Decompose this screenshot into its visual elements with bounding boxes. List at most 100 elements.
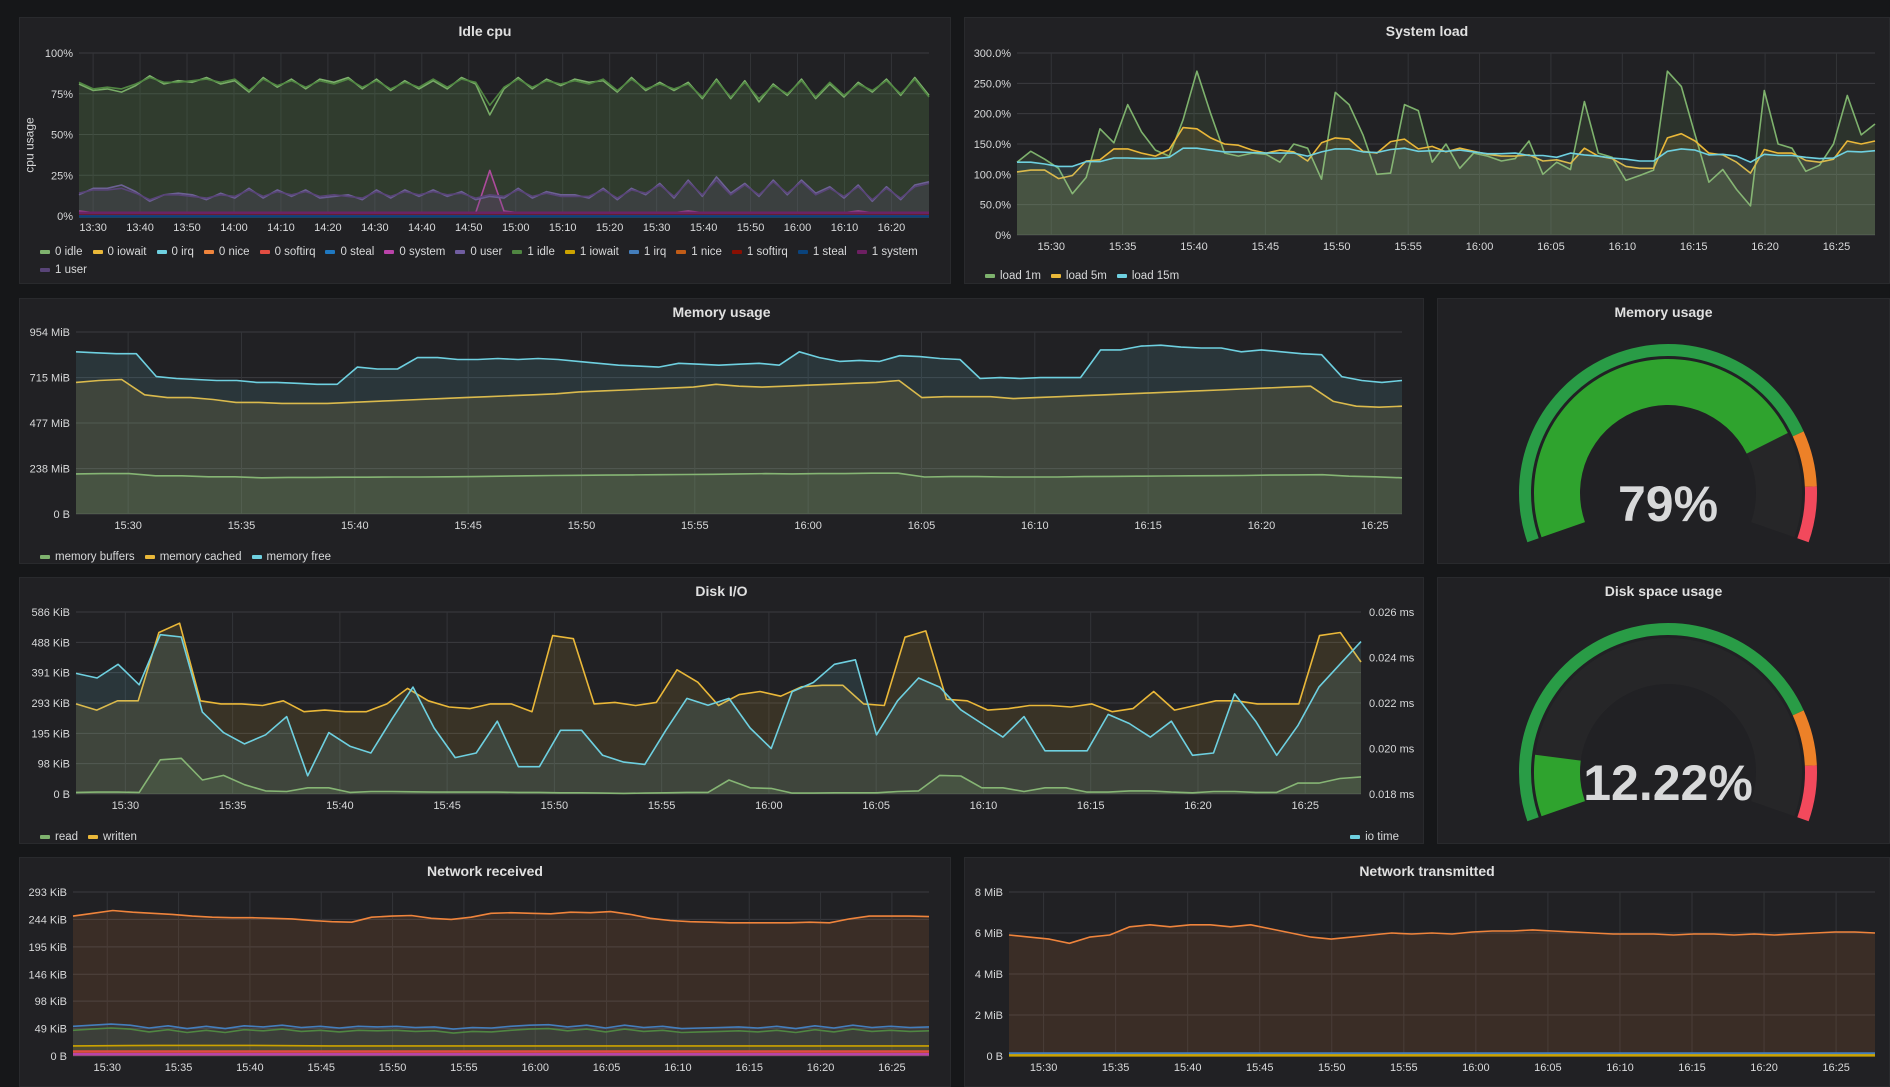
series-area: [1009, 925, 1875, 1056]
legend-label: memory cached: [160, 551, 242, 563]
legend-item[interactable]: memory free: [252, 551, 332, 563]
legend-color-marker: [1350, 835, 1360, 839]
legend-label: read: [55, 831, 78, 843]
x-tick-label: 16:05: [593, 1062, 621, 1074]
legend-label: 1 user: [55, 264, 87, 276]
x-tick-label: 15:50: [541, 800, 569, 812]
x-tick-label: 16:10: [1606, 1062, 1634, 1074]
x-tick-label: 14:50: [455, 222, 483, 234]
x-tick-label: 15:55: [450, 1062, 478, 1074]
y-tick-label: 250.0%: [974, 78, 1012, 90]
x-tick-label: 14:00: [220, 222, 248, 234]
x-tick-label: 15:00: [502, 222, 530, 234]
legend-item[interactable]: 0 steal: [325, 246, 374, 258]
legend-item[interactable]: 0 idle: [40, 246, 83, 258]
legend-label: load 1m: [1000, 270, 1041, 282]
chart-svg[interactable]: 0%50.0%100.0%150.0%200.0%250.0%300.0%15:…: [965, 18, 1889, 283]
legend-label: 0 iowait: [108, 246, 147, 258]
legend-item[interactable]: 0 user: [455, 246, 502, 258]
y-tick-label: 146 KiB: [28, 969, 67, 981]
legend-label: 0 nice: [219, 246, 250, 258]
y-tick-label: 50.0%: [980, 200, 1011, 212]
legend-item[interactable]: 0 system: [384, 246, 445, 258]
y-tick-label: 954 MiB: [30, 327, 70, 339]
legend-label: 1 softirq: [747, 246, 788, 258]
x-tick-label: 15:50: [568, 520, 596, 532]
series-line[interactable]: [73, 1045, 929, 1046]
legend-color-marker: [798, 250, 808, 254]
legend-label: 1 steal: [813, 246, 847, 258]
legend-item[interactable]: 1 nice: [676, 246, 722, 258]
legend-label: 0 idle: [55, 246, 83, 258]
legend-color-marker: [93, 250, 103, 254]
y-tick-label: 49 KiB: [35, 1024, 67, 1036]
x-tick-label: 14:40: [408, 222, 436, 234]
legend-item[interactable]: load 1m: [985, 270, 1041, 282]
y-tick-label: 50%: [51, 130, 73, 142]
legend-item[interactable]: load 5m: [1051, 270, 1107, 282]
legend-item[interactable]: 1 softirq: [732, 246, 788, 258]
x-tick-label: 16:15: [1678, 1062, 1706, 1074]
legend-color-marker: [857, 250, 867, 254]
legend-item[interactable]: load 15m: [1117, 270, 1179, 282]
legend-item[interactable]: 1 steal: [798, 246, 847, 258]
legend-label: 0 system: [399, 246, 445, 258]
legend-item[interactable]: 0 softirq: [260, 246, 316, 258]
y-tick-label: 715 MiB: [30, 373, 70, 385]
y2-tick-label: 0.018 ms: [1369, 789, 1415, 801]
legend-item[interactable]: 1 iowait: [565, 246, 619, 258]
gauge-svg: 79%: [1438, 299, 1889, 563]
legend-color-marker: [1117, 274, 1127, 278]
x-tick-label: 15:40: [341, 520, 369, 532]
x-tick-label: 16:20: [1184, 800, 1212, 812]
legend-item[interactable]: 0 nice: [204, 246, 250, 258]
x-tick-label: 15:45: [1252, 241, 1280, 253]
x-tick-label: 14:30: [361, 222, 389, 234]
y-tick-label: 0 B: [986, 1051, 1003, 1063]
legend-color-marker: [384, 250, 394, 254]
legend-label: 0 softirq: [275, 246, 316, 258]
y-tick-label: 8 MiB: [975, 887, 1003, 899]
legend-item[interactable]: read: [40, 831, 78, 843]
legend-label: 0 user: [470, 246, 502, 258]
legend-item[interactable]: 1 system: [857, 246, 918, 258]
y-tick-label: 391 KiB: [31, 668, 70, 680]
x-tick-label: 15:55: [1394, 241, 1422, 253]
x-tick-label: 13:50: [173, 222, 201, 234]
legend-color-marker: [40, 268, 50, 272]
x-tick-label: 16:00: [1462, 1062, 1490, 1074]
series-area: [76, 345, 1402, 514]
x-tick-label: 15:55: [648, 800, 676, 812]
x-tick-label: 15:35: [1109, 241, 1137, 253]
x-tick-label: 16:05: [1537, 241, 1565, 253]
legend-item[interactable]: memory buffers: [40, 551, 135, 563]
x-tick-label: 15:50: [737, 222, 765, 234]
legend-item[interactable]: written: [88, 831, 137, 843]
legend-color-marker: [252, 555, 262, 559]
y-tick-label: 4 MiB: [975, 969, 1003, 981]
legend-item[interactable]: 0 iowait: [93, 246, 147, 258]
legend-item[interactable]: 1 irq: [629, 246, 666, 258]
x-tick-label: 16:25: [878, 1062, 906, 1074]
legend-label: 0 steal: [340, 246, 374, 258]
x-tick-label: 15:35: [165, 1062, 193, 1074]
legend-item[interactable]: 0 irq: [157, 246, 194, 258]
legend-item[interactable]: 1 user: [40, 264, 87, 276]
x-tick-label: 16:20: [1751, 241, 1779, 253]
legend-item[interactable]: io time: [1350, 831, 1399, 843]
legend-item[interactable]: memory cached: [145, 551, 242, 563]
x-tick-label: 14:20: [314, 222, 342, 234]
legend-color-marker: [40, 555, 50, 559]
legend-label: memory free: [267, 551, 332, 563]
x-tick-label: 16:20: [1248, 520, 1276, 532]
legend-item[interactable]: 1 idle: [512, 246, 555, 258]
series-line[interactable]: [76, 623, 1361, 712]
